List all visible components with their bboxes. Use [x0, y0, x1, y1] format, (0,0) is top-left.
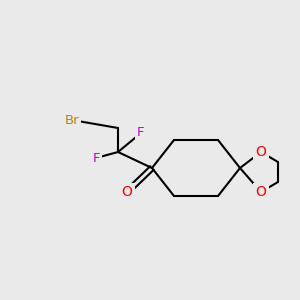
Text: F: F [137, 127, 145, 140]
Text: F: F [92, 152, 100, 164]
Text: O: O [122, 185, 132, 199]
Text: O: O [256, 185, 266, 199]
Text: Br: Br [65, 113, 79, 127]
Text: O: O [256, 145, 266, 159]
